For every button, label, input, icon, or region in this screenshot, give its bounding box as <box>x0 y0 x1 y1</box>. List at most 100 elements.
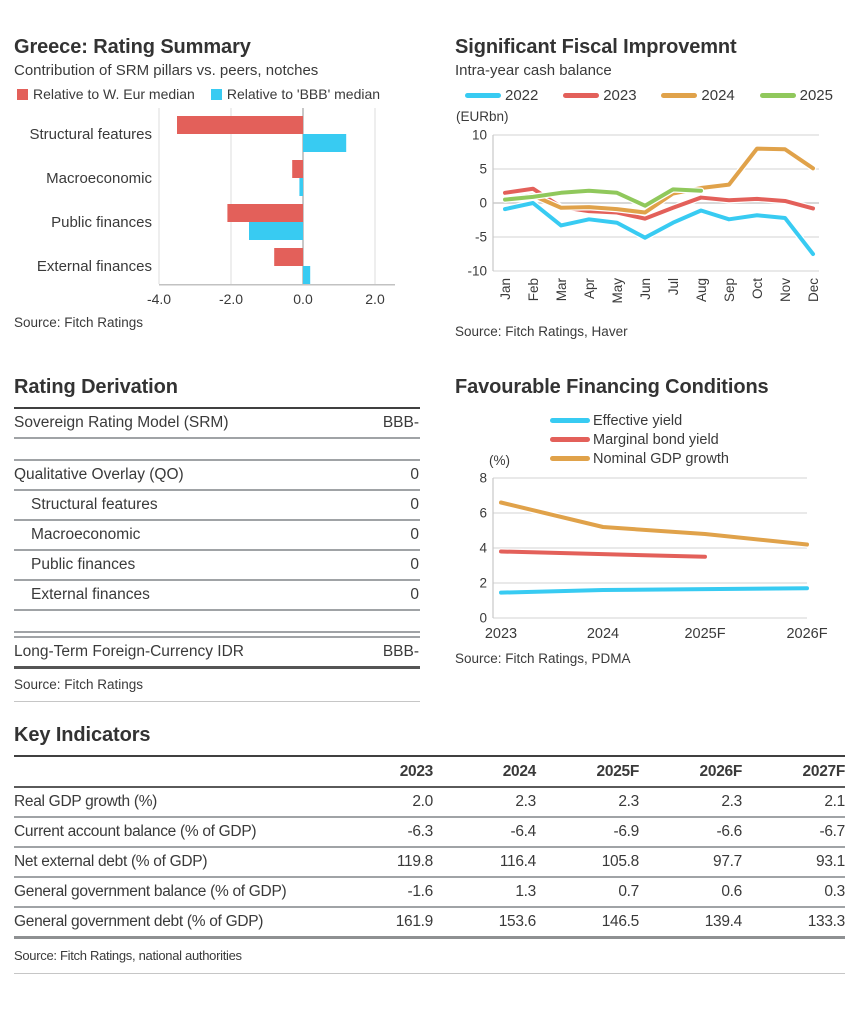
row-label: Real GDP growth (%) <box>14 793 158 810</box>
fiscal-unit-label: (EURbn) <box>456 109 509 124</box>
financing-chart: 0 2 4 6 8 2023 2024 2025F 2026F <box>479 471 827 643</box>
legend-line-icon <box>563 93 600 98</box>
cell-value: 119.8 <box>396 853 433 870</box>
series-2022 <box>503 201 815 256</box>
svg-text:0: 0 <box>479 196 487 211</box>
legend-line-icon <box>759 93 796 98</box>
svg-text:Feb: Feb <box>526 278 541 301</box>
svg-text:2023: 2023 <box>485 626 517 642</box>
svg-text:Jun: Jun <box>638 278 653 300</box>
rating-summary-panel: Greece: Rating Summary Contribution of S… <box>14 36 434 330</box>
cell-value: 2.0 <box>412 793 433 810</box>
derivation-row: Sovereign Rating Model (SRM) BBB- <box>14 409 420 439</box>
cell-value: -6.4 <box>510 823 536 840</box>
legend-label: Nominal GDP growth <box>593 450 729 467</box>
bar-1-blue <box>299 178 303 196</box>
rating-derivation-panel: Rating Derivation Sovereign Rating Model… <box>14 376 420 702</box>
legend-item: Marginal bond yield <box>550 430 729 449</box>
legend-label: 2025 <box>799 87 833 104</box>
legend-item: Nominal GDP growth <box>550 449 729 468</box>
row-value: 0 <box>410 525 419 543</box>
svg-text:Jul: Jul <box>666 278 681 295</box>
svg-text:Oct: Oct <box>750 278 765 299</box>
svg-text:0.0: 0.0 <box>293 291 313 307</box>
cell-value: -6.3 <box>407 823 433 840</box>
row-value: BBB- <box>382 413 419 431</box>
rating-summary-source: Source: Fitch Ratings <box>14 315 144 330</box>
fiscal-title: Significant Fiscal Improvemnt <box>455 36 737 58</box>
table-spacer <box>14 439 420 461</box>
series-Marginal bond yield <box>499 549 707 559</box>
svg-text:-10: -10 <box>467 264 487 279</box>
cell-value: 0.3 <box>824 883 845 900</box>
derivation-row: External finances 0 <box>14 581 420 611</box>
derivation-row: Long-Term Foreign-Currency IDR BBB- <box>14 636 420 669</box>
row-value: 0 <box>410 585 419 603</box>
legend-item: 2025 <box>759 87 833 104</box>
cell-value: 146.5 <box>601 913 640 930</box>
legend-item: 2023 <box>563 87 637 104</box>
table-row: Real GDP growth (%) 2.0 2.3 2.3 2.3 2.1 <box>14 788 845 818</box>
svg-text:2025F: 2025F <box>684 626 725 642</box>
financing-panel: Favourable Financing Conditions (%) Effe… <box>455 376 847 666</box>
table-row: General government debt (% of GDP) 161.9 1… <box>14 908 845 939</box>
row-label: Sovereign Rating Model (SRM) <box>14 413 229 431</box>
row-label: Qualitative Overlay (QO) <box>14 465 184 483</box>
column-header: 2026F <box>699 763 743 780</box>
financing-title: Favourable Financing Conditions <box>455 376 769 398</box>
header-spacer <box>14 763 330 781</box>
svg-text:External finances: External finances <box>37 258 152 275</box>
legend-item: Effective yield <box>550 411 729 430</box>
legend-line-icon <box>550 455 590 462</box>
legend-label: Relative to 'BBB' median <box>226 86 381 102</box>
financing-legend: Effective yield Marginal bond yield Nomina… <box>550 411 729 468</box>
svg-text:Aug: Aug <box>694 278 709 302</box>
bar-3-red <box>274 248 303 266</box>
key-indicators-header: 2023 2024 2025F 2026F 2027F <box>14 757 845 788</box>
svg-text:2024: 2024 <box>587 626 619 642</box>
svg-text:2026F: 2026F <box>786 626 827 642</box>
financing-source: Source: Fitch Ratings, PDMA <box>455 651 631 666</box>
svg-text:Dec: Dec <box>806 278 821 302</box>
svg-text:May: May <box>610 278 625 304</box>
cell-value: -6.6 <box>716 823 742 840</box>
cell-value: 2.3 <box>721 793 742 810</box>
cell-value: -1.6 <box>407 883 433 900</box>
rating-derivation-title: Rating Derivation <box>14 376 178 398</box>
derivation-row: Public finances 0 <box>14 551 420 581</box>
table-row: Net external debt (% of GDP) 119.8 116.4 10… <box>14 848 845 878</box>
legend-label: Marginal bond yield <box>593 431 719 448</box>
cell-value: -6.7 <box>819 823 845 840</box>
fiscal-panel: Significant Fiscal Improvemnt Intra-year… <box>455 36 847 339</box>
svg-text:Apr: Apr <box>582 278 597 300</box>
financing-unit-label: (%) <box>489 453 510 468</box>
cell-value: 0.7 <box>618 883 639 900</box>
row-label: External finances <box>31 585 150 603</box>
svg-text:-5: -5 <box>475 230 487 245</box>
legend-item: 2024 <box>661 87 735 104</box>
bar-1-red <box>292 160 303 178</box>
svg-text:Macroeconomic: Macroeconomic <box>46 170 152 187</box>
svg-text:Sep: Sep <box>722 278 737 302</box>
series-2024 <box>503 146 815 215</box>
legend-line-icon <box>465 93 501 98</box>
svg-text:Public finances: Public finances <box>51 214 152 231</box>
row-value: BBB- <box>382 642 419 660</box>
column-header: 2023 <box>399 763 434 780</box>
derivation-row: Qualitative Overlay (QO) 0 <box>14 461 420 491</box>
series-Nominal GDP growth <box>499 500 809 547</box>
row-label: Public finances <box>31 555 136 573</box>
legend-line-icon <box>550 417 590 424</box>
svg-text:4: 4 <box>479 541 487 556</box>
cell-value: 2.3 <box>618 793 639 810</box>
fiscal-legend: 2022 2023 2024 2025 <box>465 87 833 104</box>
bar-2-blue <box>249 222 303 240</box>
legend-label: 2023 <box>603 87 637 104</box>
legend-swatch-icon <box>17 88 28 100</box>
svg-text:Jan: Jan <box>498 278 513 300</box>
row-value: 0 <box>410 465 419 483</box>
cell-value: 105.8 <box>601 853 640 870</box>
cell-value: -6.9 <box>613 823 639 840</box>
svg-text:8: 8 <box>479 471 487 486</box>
